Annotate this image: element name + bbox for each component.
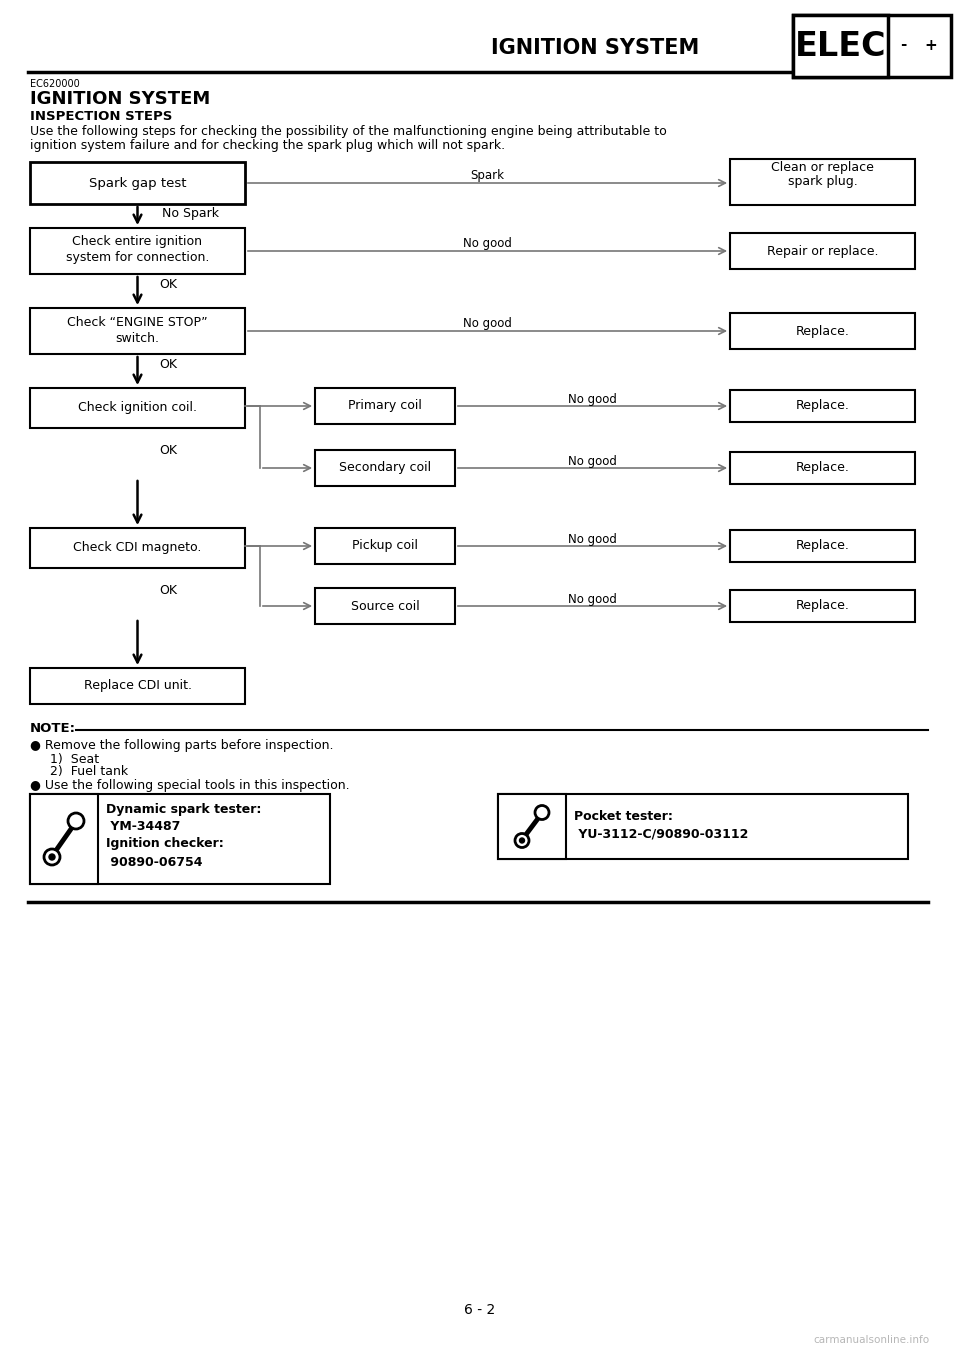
Text: No good: No good [568,455,617,467]
Bar [315,588,455,623]
Text: Replace.: Replace. [796,462,850,474]
Bar [30,528,245,568]
Text: carmanualsonline.info: carmanualsonline.info [814,1335,930,1344]
Text: Pickup coil: Pickup coil [352,539,418,553]
Text: Spark: Spark [470,170,505,182]
Text: Replace.: Replace. [796,539,850,553]
Text: system for connection.: system for connection. [66,251,209,265]
Bar [30,162,245,204]
Text: OK: OK [159,444,178,456]
Bar [793,15,888,77]
Text: Replace.: Replace. [796,599,850,612]
Circle shape [519,838,524,843]
Text: No Spark: No Spark [162,206,220,220]
Circle shape [49,854,55,860]
Bar [30,794,330,884]
Bar [315,528,455,564]
Bar [730,159,915,205]
Text: No good: No good [463,318,512,330]
Text: -: - [900,38,906,53]
Text: Replace.: Replace. [796,325,850,338]
Bar [30,228,245,274]
Bar [793,15,951,77]
Bar [315,449,455,486]
Bar [498,794,908,860]
Text: YU-3112-C/90890-03112: YU-3112-C/90890-03112 [574,827,749,841]
Text: Replace CDI unit.: Replace CDI unit. [84,679,191,693]
Text: ● Remove the following parts before inspection.: ● Remove the following parts before insp… [30,739,333,751]
Text: 6 - 2: 6 - 2 [465,1302,495,1317]
Bar [893,23,941,67]
Text: Secondary coil: Secondary coil [339,462,431,474]
Text: OK: OK [159,277,178,291]
Bar [730,390,915,422]
Circle shape [44,849,60,865]
Text: IGNITION SYSTEM: IGNITION SYSTEM [491,38,699,58]
Text: OK: OK [159,584,178,596]
Text: spark plug.: spark plug. [787,175,857,189]
Text: No good: No good [568,592,617,606]
Text: 2)  Fuel tank: 2) Fuel tank [50,766,128,778]
Text: Spark gap test: Spark gap test [88,177,186,190]
Text: Repair or replace.: Repair or replace. [767,244,878,258]
Circle shape [535,805,549,819]
Text: Check entire ignition: Check entire ignition [73,235,203,249]
Text: 90890-06754: 90890-06754 [106,856,203,869]
Bar [30,388,245,428]
Bar [730,589,915,622]
Text: NOTE:: NOTE: [30,722,76,736]
Bar [730,530,915,562]
Text: ignition system failure and for checking the spark plug which will not spark.: ignition system failure and for checking… [30,139,505,152]
Circle shape [68,813,84,828]
Text: Check CDI magneto.: Check CDI magneto. [73,542,202,554]
Text: switch.: switch. [115,331,159,345]
Text: Pocket tester:: Pocket tester: [574,809,673,823]
Text: EC620000: EC620000 [30,79,80,90]
Text: INSPECTION STEPS: INSPECTION STEPS [30,110,173,122]
Text: No good: No good [463,238,512,250]
Bar [730,312,915,349]
Text: Check “ENGINE STOP”: Check “ENGINE STOP” [67,315,207,329]
Text: YM-34487: YM-34487 [106,819,180,832]
Bar [30,794,98,884]
Text: IGNITION SYSTEM: IGNITION SYSTEM [30,90,210,109]
Text: No good: No good [568,532,617,546]
Bar [30,668,245,703]
Text: Source coil: Source coil [350,599,420,612]
Text: Dynamic spark tester:: Dynamic spark tester: [106,804,261,816]
Bar [730,234,915,269]
Text: Use the following steps for checking the possibility of the malfunctioning engin: Use the following steps for checking the… [30,125,667,137]
Text: Replace.: Replace. [796,399,850,413]
Bar [730,452,915,483]
Bar [498,794,566,860]
Text: No good: No good [568,392,617,406]
Text: OK: OK [159,357,178,371]
Text: Clean or replace: Clean or replace [771,160,874,174]
Circle shape [515,834,529,847]
Bar [30,308,245,354]
Text: ELEC: ELEC [795,30,886,62]
Text: ● Use the following special tools in this inspection.: ● Use the following special tools in thi… [30,779,349,793]
Text: 1)  Seat: 1) Seat [50,752,99,766]
Bar [911,23,923,29]
Text: Primary coil: Primary coil [348,399,422,413]
Bar [315,388,455,424]
Text: Check ignition coil.: Check ignition coil. [78,402,197,414]
Text: Ignition checker:: Ignition checker: [106,838,224,850]
Text: +: + [924,38,937,53]
